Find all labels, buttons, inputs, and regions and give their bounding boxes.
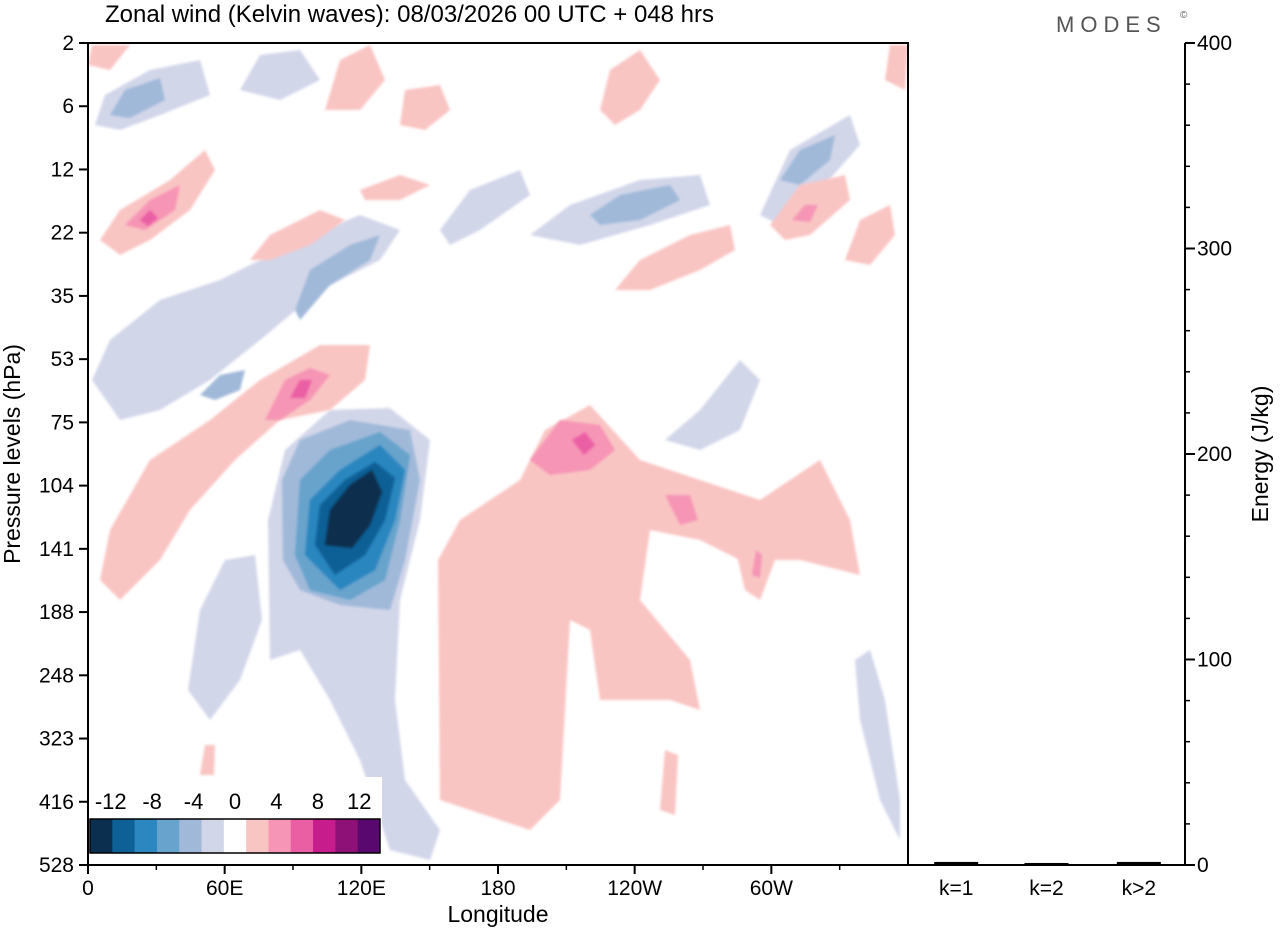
easterly-region — [855, 650, 900, 840]
colorbar-label: -4 — [184, 789, 204, 814]
colorbar-swatch — [246, 819, 269, 853]
easterly-region — [110, 78, 165, 118]
y-tick-label: 528 — [39, 854, 74, 877]
energy-bar-label: k=2 — [1029, 877, 1063, 900]
westerly-region — [615, 225, 735, 290]
logo-copyright-mark: © — [1180, 10, 1188, 21]
y-tick-label: 75 — [51, 411, 74, 434]
easterly-region — [780, 135, 835, 185]
westerly-region — [438, 405, 860, 830]
westerly-region — [660, 750, 678, 815]
y-axis-label: Pressure levels (hPa) — [0, 344, 25, 564]
easterly-region — [295, 235, 380, 320]
energy-tick-label: 400 — [1197, 32, 1232, 55]
colorbar-swatch — [290, 819, 314, 853]
energy-bar-label: k=1 — [939, 877, 973, 900]
colorbar: -12 -8 -4 0 4 8 12 — [88, 777, 382, 857]
y-tick-label: 2 — [62, 32, 74, 55]
energy-bars: k=1 k=2 k>2 — [934, 861, 1161, 900]
wind-contours — [88, 45, 908, 860]
x-tick-label: 180 — [480, 877, 515, 900]
colorbar-swatch — [223, 819, 247, 853]
x-tick-label: 60E — [206, 877, 243, 900]
x-tick-label: 120E — [337, 877, 386, 900]
y-tick-label: 416 — [39, 791, 74, 814]
westerly-region — [600, 50, 660, 125]
y-tick-label: 141 — [39, 538, 74, 561]
westerly-region — [200, 745, 215, 775]
y-tick-label: 12 — [51, 158, 74, 181]
energy-panel: k=1 k=2 k>2 0 100 200 300 400 Energy (J/kg) — [908, 32, 1273, 900]
colorbar-swatch — [156, 819, 180, 853]
colorbar-label: -12 — [95, 789, 127, 814]
x-tick-label: 120W — [607, 877, 662, 900]
colorbar-label: 12 — [347, 789, 371, 814]
colorbar-label: 4 — [270, 789, 282, 814]
energy-tick-label: 200 — [1197, 443, 1232, 466]
hovmoller-panel: -12 -8 -4 0 4 8 12 0 60E 120E 180 120W 60W 2 6 12 22 35… — [0, 32, 909, 927]
colorbar-swatch — [201, 819, 225, 853]
easterly-region — [590, 185, 680, 225]
easterly-region — [240, 50, 320, 100]
y-tick-label: 35 — [51, 285, 74, 308]
westerly-region — [572, 432, 595, 455]
y-tick-label: 188 — [39, 601, 74, 624]
westerly-region — [845, 205, 895, 265]
chart-title: Zonal wind (Kelvin waves): 08/03/2026 00… — [105, 1, 714, 28]
x-axis-label: Longitude — [447, 901, 548, 927]
westerly-region — [665, 495, 698, 525]
westerly-region — [400, 85, 450, 130]
westerly-region — [792, 205, 818, 222]
westerly-region — [100, 345, 370, 600]
energy-axis-label: Energy (J/kg) — [1247, 386, 1273, 523]
colorbar-swatch — [357, 819, 381, 853]
energy-bar — [1116, 861, 1161, 864]
energy-bar-label: k>2 — [1122, 877, 1156, 900]
energy-bar — [1024, 862, 1069, 865]
colorbar-swatch — [313, 819, 336, 853]
westerly-region — [752, 550, 762, 578]
westerly-region — [290, 380, 312, 398]
energy-tick-label: 100 — [1197, 649, 1232, 672]
colorbar-frame — [89, 818, 381, 854]
westerly-region — [360, 175, 430, 200]
colorbar-swatch — [268, 819, 292, 853]
westerly-region — [125, 185, 180, 230]
x-tick-label: 60W — [750, 877, 793, 900]
y-tick-label: 248 — [39, 664, 74, 687]
colorbar-swatch — [335, 819, 359, 853]
westerly-region — [250, 210, 345, 260]
westerly-region — [140, 210, 158, 226]
easterly-region — [200, 370, 245, 400]
westerly-region — [530, 420, 615, 475]
westerly-region — [325, 45, 385, 110]
energy-axis-ticks: 0 100 200 300 400 — [1185, 32, 1232, 877]
y-tick-label: 104 — [39, 475, 74, 498]
y-axis-ticks: 2 6 12 22 35 53 75 104 141 188 248 323 416 528 — [39, 32, 88, 877]
energy-tick-label: 0 — [1197, 854, 1209, 877]
westerly-region — [885, 45, 908, 90]
colorbar-swatch — [112, 819, 136, 853]
y-tick-label: 22 — [51, 222, 74, 245]
x-tick-label: 0 — [82, 877, 94, 900]
easterly-region — [188, 555, 262, 720]
colorbar-label: 8 — [312, 789, 324, 814]
colorbar-swatch — [90, 819, 113, 853]
colorbar-label: -8 — [142, 789, 162, 814]
easterly-region — [440, 170, 530, 245]
colorbar-swatch — [134, 819, 158, 853]
easterly-region — [665, 360, 760, 450]
y-tick-label: 6 — [62, 95, 74, 118]
westerly-region — [88, 45, 130, 70]
x-axis-ticks: 0 60E 120E 180 120W 60W — [82, 865, 841, 900]
modes-logo: MODES — [1056, 12, 1167, 37]
y-tick-label: 53 — [51, 348, 74, 371]
energy-tick-label: 300 — [1197, 238, 1232, 261]
colorbar-label: 0 — [229, 789, 241, 814]
colorbar-swatch — [179, 819, 203, 853]
energy-bar — [934, 861, 979, 864]
easterly-region — [325, 470, 382, 548]
y-tick-label: 323 — [39, 728, 74, 751]
